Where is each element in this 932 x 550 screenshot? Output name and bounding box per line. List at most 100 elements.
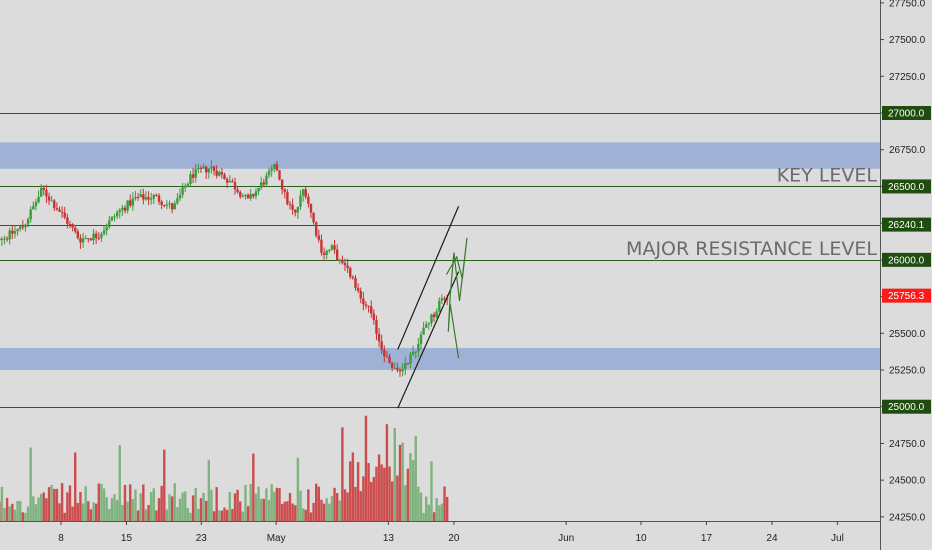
volume-bar [178, 498, 182, 521]
volume-bar [163, 449, 166, 521]
volume-bar [102, 488, 106, 521]
candle-body [377, 333, 381, 342]
candle-body [32, 205, 35, 210]
candle-body [84, 238, 87, 240]
trendline-0[interactable] [397, 206, 460, 350]
candle-body [223, 174, 226, 180]
candle-body [273, 164, 276, 169]
candle-body [257, 187, 260, 192]
candle-body [259, 182, 263, 188]
volume-bar [406, 468, 410, 521]
volume-bar [278, 488, 281, 521]
candle-body [202, 166, 205, 169]
candle-body [425, 324, 428, 328]
candle-body [385, 356, 389, 358]
volume-bar [89, 509, 93, 521]
time-tick-label: 17 [701, 533, 713, 544]
candle-body [139, 194, 142, 198]
candle-body [144, 197, 148, 200]
candle-body [113, 216, 116, 218]
price-tick-label: 24500.0 [889, 476, 926, 487]
price-axis-background[interactable] [881, 0, 932, 550]
candle-body [89, 238, 93, 241]
candle-body [94, 233, 98, 238]
candle-body [168, 203, 171, 205]
candle-body [50, 200, 53, 202]
candle-body [312, 212, 315, 223]
volume-bar [246, 506, 250, 521]
volume-bar [218, 510, 221, 521]
volume-bar [244, 484, 247, 521]
candle-body [66, 217, 69, 225]
candle-body [375, 320, 378, 334]
zone-band-0[interactable] [0, 142, 880, 169]
candle-body [176, 198, 179, 204]
candle-body [244, 194, 247, 197]
candle-body [63, 212, 66, 218]
volume-bar [155, 510, 158, 521]
volume-bar [84, 486, 87, 521]
zones-layer [0, 142, 880, 370]
volume-bar [362, 476, 365, 521]
volume-bar [126, 501, 129, 521]
level-1-badge [882, 179, 931, 194]
level-0-badge [882, 106, 931, 120]
candle-body [364, 304, 368, 306]
candle-body [249, 194, 252, 199]
volume-bar [317, 486, 321, 521]
volume-bar [291, 503, 294, 521]
candle-body [396, 367, 399, 371]
candle-body [225, 179, 229, 183]
candle-body [55, 208, 59, 210]
annotation-1[interactable]: MAJOR RESISTANCE LEVEL [626, 238, 877, 260]
time-tick-label: 20 [448, 533, 460, 544]
candle-body [438, 300, 441, 312]
candle-body [362, 298, 365, 305]
candle-body [163, 205, 166, 207]
candle-body [76, 231, 80, 238]
volume-bar [87, 501, 90, 521]
drawings-layer [397, 206, 468, 409]
candle-body [398, 370, 402, 372]
volume-bar [375, 466, 378, 521]
candle-body [307, 196, 310, 204]
volume-bar [265, 488, 268, 521]
candle-body [417, 344, 420, 352]
price-tick-label: 24750.0 [889, 439, 926, 450]
volume-bar [315, 483, 318, 521]
volume-bar [422, 512, 425, 521]
price-axis[interactable]: 24250.0 24500.0 24750.0 25000.0 25250.0 25500… [880, 0, 931, 523]
trendline-1[interactable] [397, 271, 460, 409]
volume-bar [390, 481, 394, 521]
volume-bar [42, 492, 45, 521]
time-axis[interactable]: 8 15 23 May 13 20 Jun 10 17 24 Jul [58, 521, 844, 544]
last-price-badge-label: 25756.3 [888, 291, 925, 302]
volume-bar [275, 487, 279, 521]
volume-bar [110, 498, 114, 521]
volume-bar [288, 493, 292, 521]
candle-body [356, 287, 360, 291]
volume-bar [204, 500, 208, 521]
time-tick-label: 23 [196, 533, 208, 544]
volume-bar [210, 489, 213, 521]
annotations-layer: KEY LEVEL MAJOR RESISTANCE LEVEL [626, 164, 877, 259]
projection-path[interactable] [445, 237, 468, 359]
candle-body [280, 179, 284, 190]
level-0-badge-label: 27000.0 [888, 109, 925, 120]
volume-bar [184, 491, 187, 521]
candle-body [60, 211, 64, 213]
candle-body [328, 249, 331, 251]
candle-body [370, 306, 373, 314]
candle-body [296, 206, 300, 213]
volume-bar [267, 500, 271, 521]
annotation-0[interactable]: KEY LEVEL [777, 164, 878, 186]
candle-body [343, 263, 347, 266]
volume-bar [71, 506, 74, 521]
candle-body [330, 245, 334, 250]
zone-band-1[interactable] [0, 347, 880, 370]
volume-bar [79, 491, 82, 521]
volume-bar [307, 489, 310, 521]
candle-body [351, 276, 355, 278]
volume-bar [34, 504, 38, 521]
